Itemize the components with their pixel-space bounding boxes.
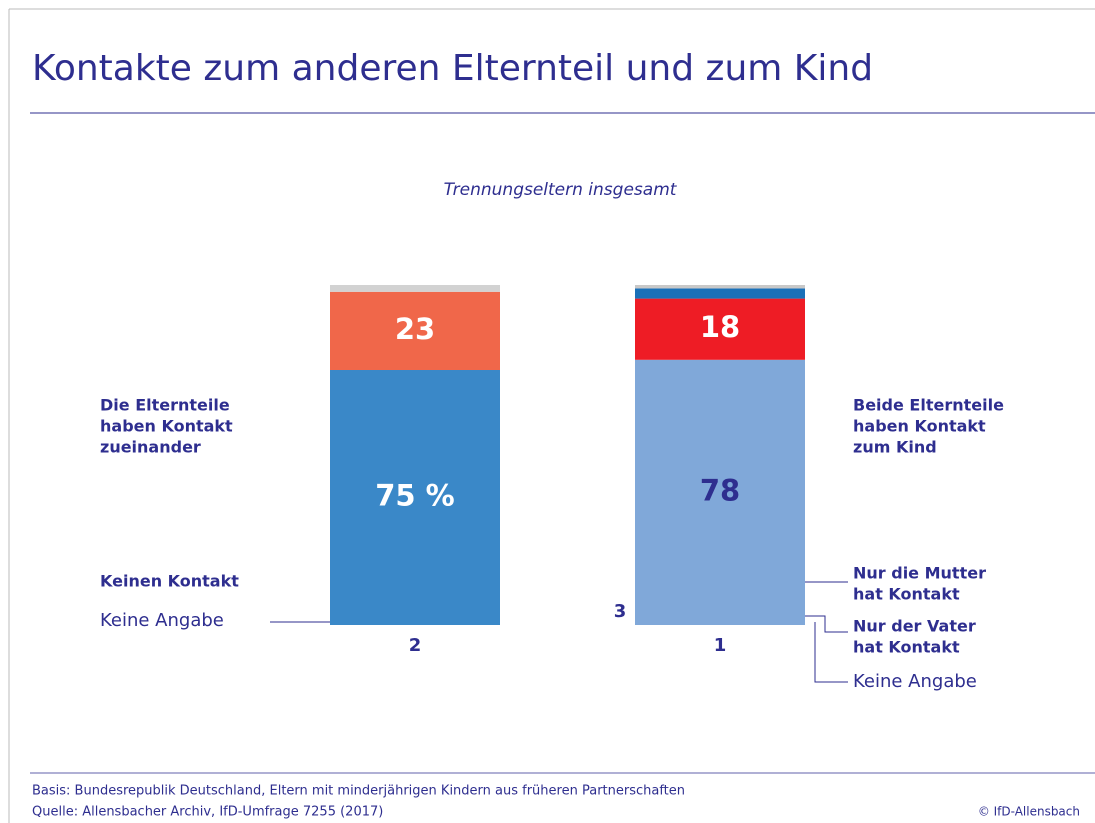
segment-name: haben Kontakt — [100, 417, 233, 436]
segment-name: hat Kontakt — [853, 638, 960, 657]
segment-name: zueinander — [100, 438, 201, 457]
segment-name: haben Kontakt — [853, 417, 986, 436]
leader-line — [805, 615, 848, 633]
bar-segment — [330, 370, 500, 625]
segment-name: zum Kind — [853, 438, 937, 457]
segment-name: hat Kontakt — [853, 585, 960, 604]
bar-segment — [635, 288, 805, 299]
bar-segment — [330, 291, 500, 370]
value-label: 75 % — [375, 479, 455, 513]
leader-line — [814, 622, 848, 683]
bar-segment — [635, 359, 805, 625]
chart-title: Kontakte zum anderen Elternteil und zum … — [32, 48, 873, 89]
value-label: 3 — [614, 601, 627, 622]
bar-segment — [330, 285, 500, 292]
value-label: 23 — [395, 312, 435, 346]
value-label: 18 — [700, 310, 740, 344]
bar-segment — [635, 298, 805, 360]
segment-name: Keine Angabe — [853, 671, 977, 692]
subtitle: Trennungseltern insgesamt — [444, 180, 678, 200]
bar-segment — [635, 285, 805, 289]
segment-name: Keine Angabe — [100, 610, 224, 631]
segment-name: Die Elternteile — [100, 396, 230, 415]
segment-name: Beide Elternteile — [853, 396, 1004, 415]
segment-name: Nur der Vater — [853, 617, 976, 636]
segment-name: Keinen Kontakt — [100, 572, 239, 591]
copyright: © IfD-Allensbach — [978, 805, 1080, 819]
segment-name: Nur die Mutter — [853, 564, 986, 583]
value-label: 1 — [714, 635, 727, 656]
footer-note: Quelle: Allensbacher Archiv, IfD-Umfrage… — [32, 805, 383, 820]
value-label: 2 — [409, 635, 422, 656]
value-label: 78 — [700, 473, 740, 507]
footer-note: Basis: Bundesrepublik Deutschland, Elter… — [32, 784, 685, 799]
